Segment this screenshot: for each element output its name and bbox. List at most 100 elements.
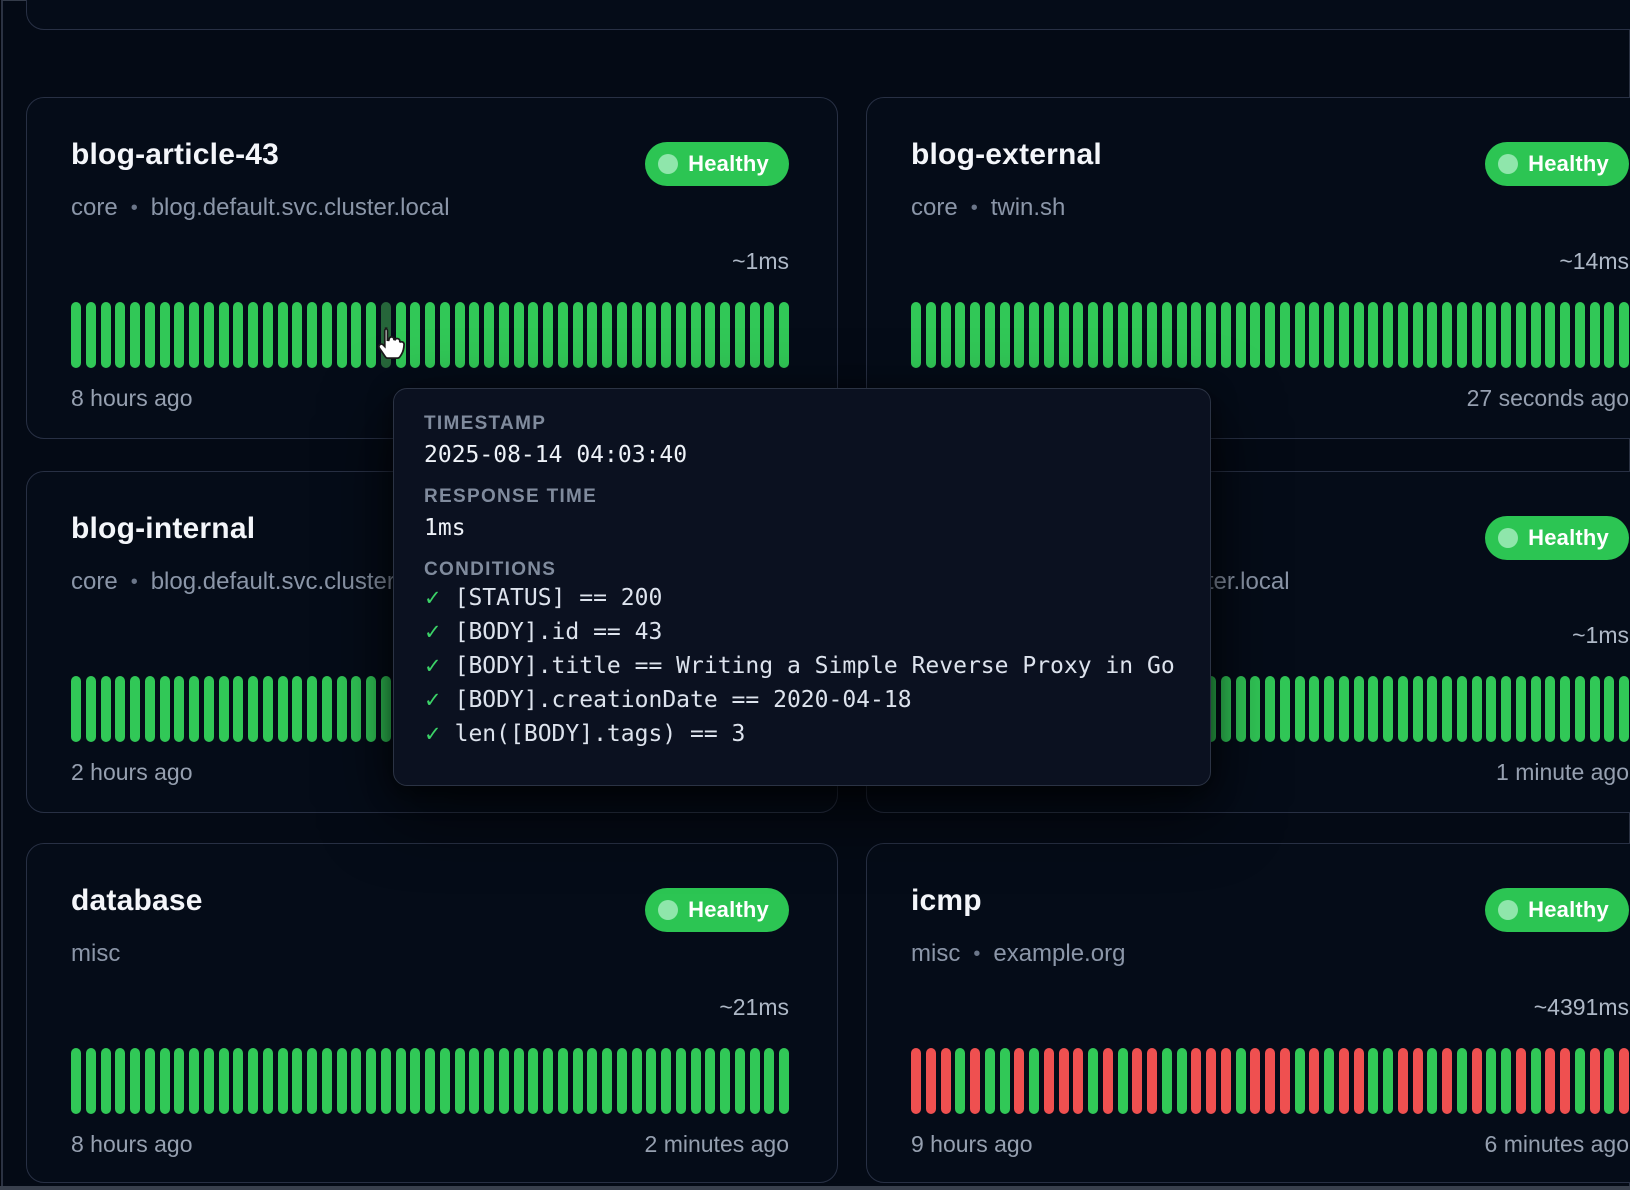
status-bar[interactable]: [100, 1048, 111, 1114]
status-bar[interactable]: [1176, 302, 1187, 368]
status-bar[interactable]: [1191, 302, 1202, 368]
status-bar[interactable]: [277, 1048, 288, 1114]
status-bar[interactable]: [248, 676, 258, 742]
status-bar[interactable]: [1088, 302, 1098, 368]
status-bar[interactable]: [1530, 302, 1541, 368]
status-bar[interactable]: [764, 302, 775, 368]
status-bar[interactable]: [1501, 676, 1511, 742]
status-bar[interactable]: [631, 1048, 642, 1114]
status-bar[interactable]: [1279, 302, 1290, 368]
status-bar[interactable]: [1353, 676, 1364, 742]
status-bar[interactable]: [1560, 676, 1570, 742]
status-bar[interactable]: [1383, 1048, 1393, 1114]
status-bar[interactable]: [218, 676, 229, 742]
status-bar[interactable]: [1619, 302, 1629, 368]
status-bar[interactable]: [1029, 1048, 1039, 1114]
status-bar[interactable]: [1530, 676, 1541, 742]
status-bar[interactable]: [498, 1048, 509, 1114]
status-bar[interactable]: [1117, 302, 1128, 368]
status-bar[interactable]: [1442, 676, 1452, 742]
status-bar[interactable]: [1102, 302, 1113, 368]
status-bar[interactable]: [1147, 302, 1157, 368]
status-bar[interactable]: [1235, 302, 1246, 368]
status-bar[interactable]: [955, 1048, 966, 1114]
status-bar[interactable]: [1545, 302, 1556, 368]
status-bar[interactable]: [572, 302, 583, 368]
status-bar[interactable]: [1427, 676, 1438, 742]
status-bar[interactable]: [779, 302, 789, 368]
status-bar[interactable]: [1206, 676, 1216, 742]
status-bar[interactable]: [203, 676, 214, 742]
status-bar[interactable]: [661, 1048, 671, 1114]
status-bar[interactable]: [1073, 1048, 1084, 1114]
status-bar[interactable]: [1530, 1048, 1541, 1114]
status-bar[interactable]: [203, 302, 214, 368]
status-bar[interactable]: [911, 302, 921, 368]
status-bar[interactable]: [425, 1048, 435, 1114]
status-bar[interactable]: [1265, 676, 1275, 742]
status-bar[interactable]: [189, 302, 199, 368]
status-bar[interactable]: [513, 302, 524, 368]
status-bar[interactable]: [1161, 302, 1172, 368]
status-bar[interactable]: [233, 676, 244, 742]
status-bar[interactable]: [557, 302, 568, 368]
status-bar[interactable]: [71, 1048, 81, 1114]
status-bar[interactable]: [646, 302, 657, 368]
status-bar[interactable]: [1235, 1048, 1246, 1114]
status-bar[interactable]: [71, 676, 81, 742]
status-bar[interactable]: [410, 1048, 421, 1114]
status-bar[interactable]: [1397, 1048, 1408, 1114]
status-bar[interactable]: [1132, 302, 1143, 368]
status-bar[interactable]: [130, 1048, 140, 1114]
status-bar[interactable]: [675, 1048, 686, 1114]
status-bar[interactable]: [1515, 676, 1526, 742]
status-bar[interactable]: [174, 1048, 185, 1114]
card-partial-top[interactable]: [26, 0, 1630, 30]
status-bar[interactable]: [233, 1048, 244, 1114]
status-bar[interactable]: [1029, 302, 1039, 368]
status-bar[interactable]: [1589, 1048, 1600, 1114]
status-bar[interactable]: [115, 302, 126, 368]
status-bar[interactable]: [100, 676, 111, 742]
status-bar[interactable]: [970, 302, 980, 368]
status-bar[interactable]: [925, 1048, 936, 1114]
status-bar[interactable]: [1206, 1048, 1216, 1114]
status-bar[interactable]: [1088, 1048, 1098, 1114]
status-bar[interactable]: [189, 676, 199, 742]
status-bar[interactable]: [321, 302, 332, 368]
status-bar[interactable]: [1309, 302, 1320, 368]
status-bar[interactable]: [1397, 302, 1408, 368]
status-bar[interactable]: [1117, 1048, 1128, 1114]
status-bar[interactable]: [1324, 1048, 1334, 1114]
status-bar[interactable]: [1073, 302, 1084, 368]
status-bar[interactable]: [277, 676, 288, 742]
status-bar[interactable]: [85, 676, 96, 742]
status-bar[interactable]: [85, 302, 96, 368]
status-bar[interactable]: [1324, 302, 1334, 368]
status-bar[interactable]: [351, 1048, 362, 1114]
status-bar[interactable]: [380, 676, 391, 742]
status-bar[interactable]: [1604, 1048, 1615, 1114]
status-bar[interactable]: [690, 302, 701, 368]
status-bar[interactable]: [661, 302, 671, 368]
status-bar[interactable]: [1294, 302, 1305, 368]
status-bar[interactable]: [1412, 676, 1423, 742]
status-bar[interactable]: [1265, 302, 1275, 368]
status-bar[interactable]: [307, 1048, 317, 1114]
status-bar[interactable]: [779, 1048, 789, 1114]
status-bar[interactable]: [1220, 302, 1231, 368]
status-bar[interactable]: [1471, 1048, 1482, 1114]
status-bar[interactable]: [174, 676, 185, 742]
status-bar[interactable]: [484, 302, 494, 368]
status-bar[interactable]: [292, 302, 303, 368]
status-bar[interactable]: [1442, 302, 1452, 368]
status-bar[interactable]: [1353, 1048, 1364, 1114]
status-bar[interactable]: [262, 1048, 273, 1114]
status-bar[interactable]: [380, 1048, 391, 1114]
status-bar[interactable]: [1589, 302, 1600, 368]
status-bar[interactable]: [498, 302, 509, 368]
status-bar[interactable]: [646, 1048, 657, 1114]
status-bar[interactable]: [321, 676, 332, 742]
status-bar[interactable]: [970, 1048, 980, 1114]
status-bar[interactable]: [1206, 302, 1216, 368]
